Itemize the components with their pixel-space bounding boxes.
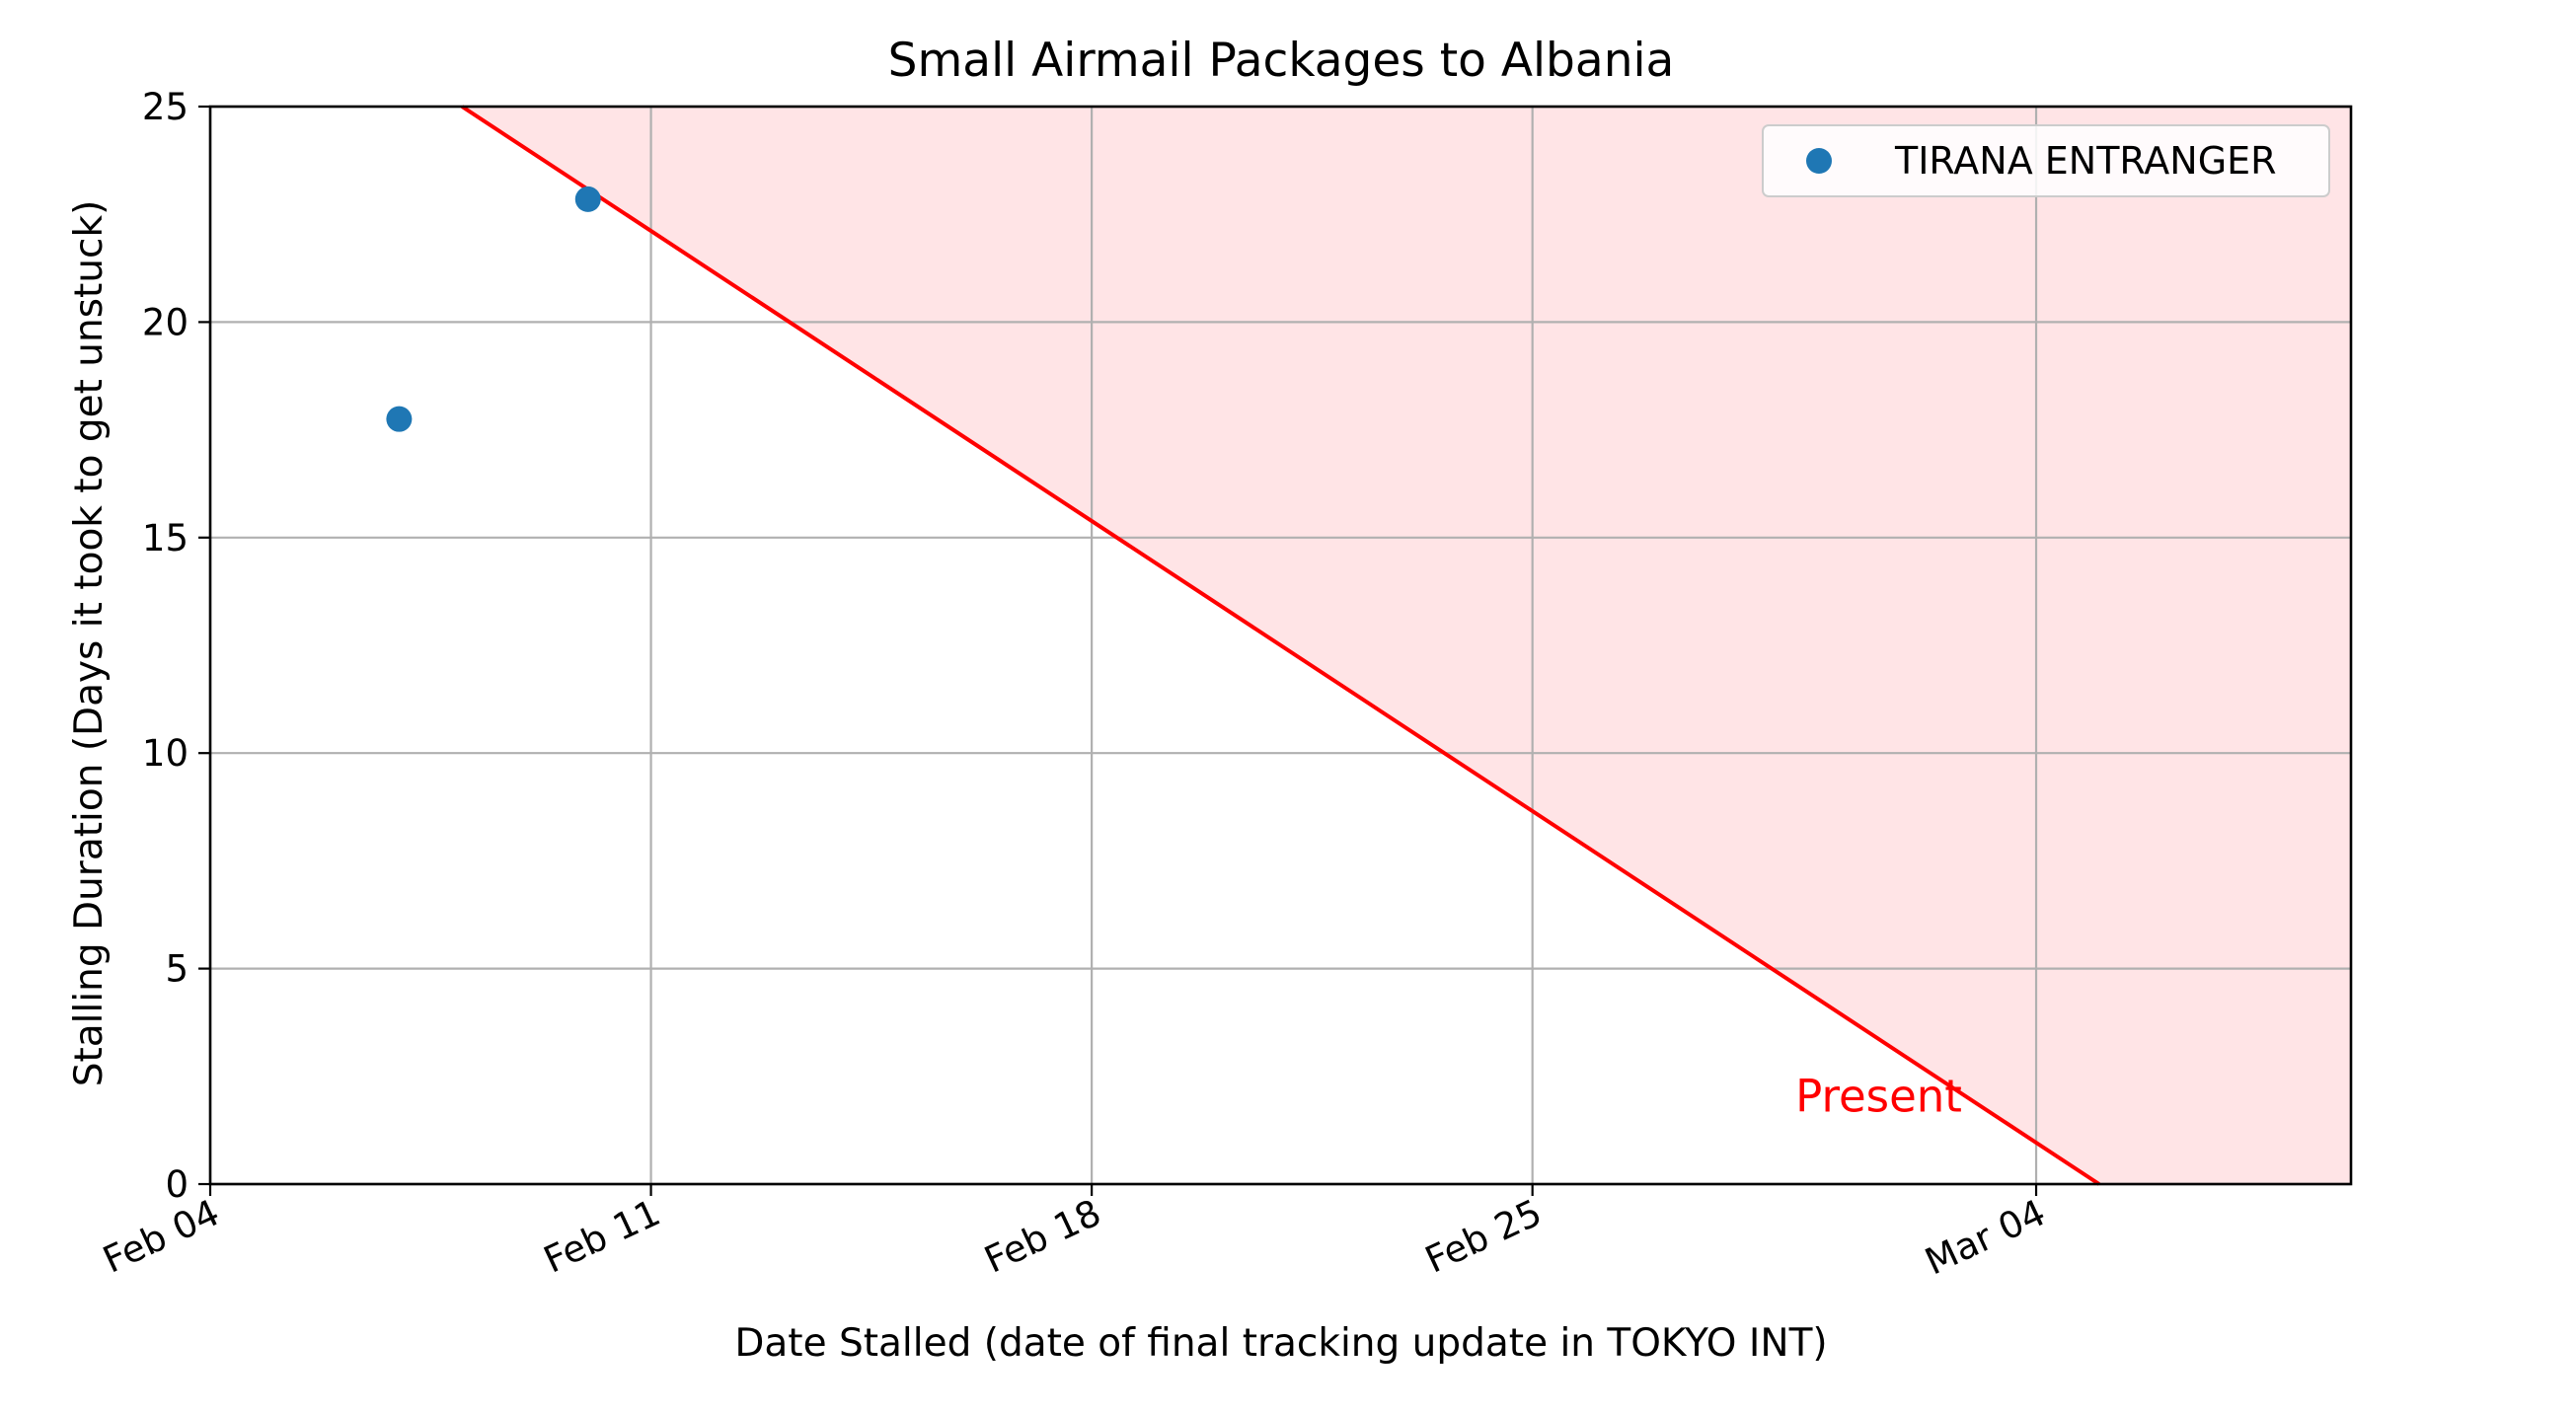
y-tick-label-0: 0: [165, 1163, 189, 1206]
y-tick-label-1: 5: [165, 948, 189, 991]
plot-frame: [208, 105, 2353, 1186]
data-point-0-0: [386, 406, 413, 432]
legend-label-tirana-entranger: TIRANA ENTRANGER: [1894, 139, 2277, 183]
y-tick-label-5: 25: [142, 86, 189, 128]
legend-box: [1762, 124, 2330, 197]
legend-marker: [1806, 148, 1832, 174]
data-point-0-1: [574, 186, 601, 212]
y-axis-label: Stalling Duration (Days it took to get u…: [67, 200, 112, 1087]
y-tick-label-2: 10: [142, 732, 189, 775]
present-annotation: Present: [1795, 1071, 1962, 1123]
present-line: [461, 105, 2100, 1186]
chart-title: Small Airmail Packages to Albania: [888, 34, 1675, 88]
scatter-points: [386, 186, 601, 432]
x-axis-label: Date Stalled (date of final tracking upd…: [734, 1321, 1827, 1366]
present-region-fill: [462, 107, 2351, 1184]
legend: TIRANA ENTRANGER: [1762, 124, 2330, 197]
y-tick-label-4: 20: [142, 301, 189, 343]
y-tick-label-3: 15: [142, 517, 189, 559]
y-axis-ticks: 0 5 10 15 20 25: [142, 86, 210, 1206]
